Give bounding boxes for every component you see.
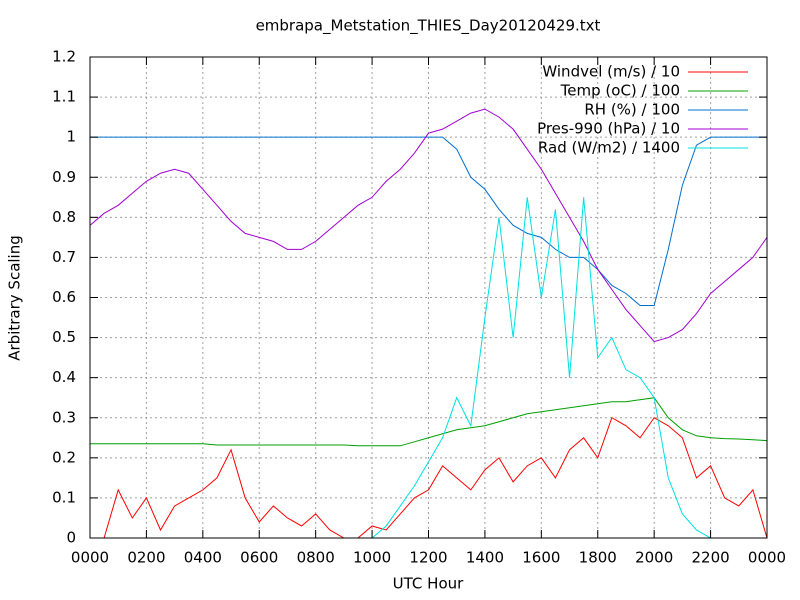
x-tick-label: 1800 <box>579 549 617 567</box>
legend-label: Rad (W/m2) / 1400 <box>538 139 680 157</box>
series-line <box>90 417 768 539</box>
y-tick-label: 0.4 <box>52 368 76 386</box>
x-tick-label: 0000 <box>748 549 786 567</box>
y-tick-label: 1.1 <box>52 88 76 106</box>
x-tick-label: 1000 <box>353 549 391 567</box>
x-tick-label: 0800 <box>297 549 335 567</box>
legend-label: Pres-990 (hPa) / 10 <box>537 120 680 138</box>
x-tick-label: 0200 <box>127 549 165 567</box>
x-tick-label: 1200 <box>409 549 447 567</box>
legend-label: Windvel (m/s) / 10 <box>542 63 680 81</box>
x-tick-label: 0000 <box>71 549 109 567</box>
x-tick-label: 2200 <box>691 549 729 567</box>
y-tick-label: 1 <box>66 128 76 146</box>
x-tick-label: 2000 <box>635 549 673 567</box>
y-tick-label: 0.5 <box>52 328 76 346</box>
plot-area <box>89 108 768 539</box>
x-axis-label: UTC Hour <box>393 575 464 593</box>
x-tick-label: 1400 <box>466 549 504 567</box>
y-tick-label: 0.8 <box>52 208 76 226</box>
chart-title: embrapa_Metstation_THIES_Day20120429.txt <box>256 17 601 36</box>
x-tick-label: 1600 <box>522 549 560 567</box>
y-tick-label: 1.2 <box>52 48 76 66</box>
series-line <box>90 136 767 307</box>
y-tick-label: 0.7 <box>52 248 76 266</box>
series-line <box>89 108 768 343</box>
legend-label: Temp (oC) / 100 <box>560 82 680 100</box>
y-tick-label: 0 <box>66 529 76 547</box>
legend-label: RH (%) / 100 <box>584 101 680 119</box>
x-tick-label: 0600 <box>240 549 278 567</box>
y-axis-label: Arbitrary Scaling <box>6 235 24 361</box>
x-tick-label: 0400 <box>184 549 222 567</box>
y-tick-label: 0.9 <box>52 168 76 186</box>
y-tick-label: 0.1 <box>52 488 76 506</box>
y-tick-label: 0.3 <box>52 408 76 426</box>
y-tick-label: 0.2 <box>52 448 76 466</box>
y-tick-label: 0.6 <box>52 288 76 306</box>
